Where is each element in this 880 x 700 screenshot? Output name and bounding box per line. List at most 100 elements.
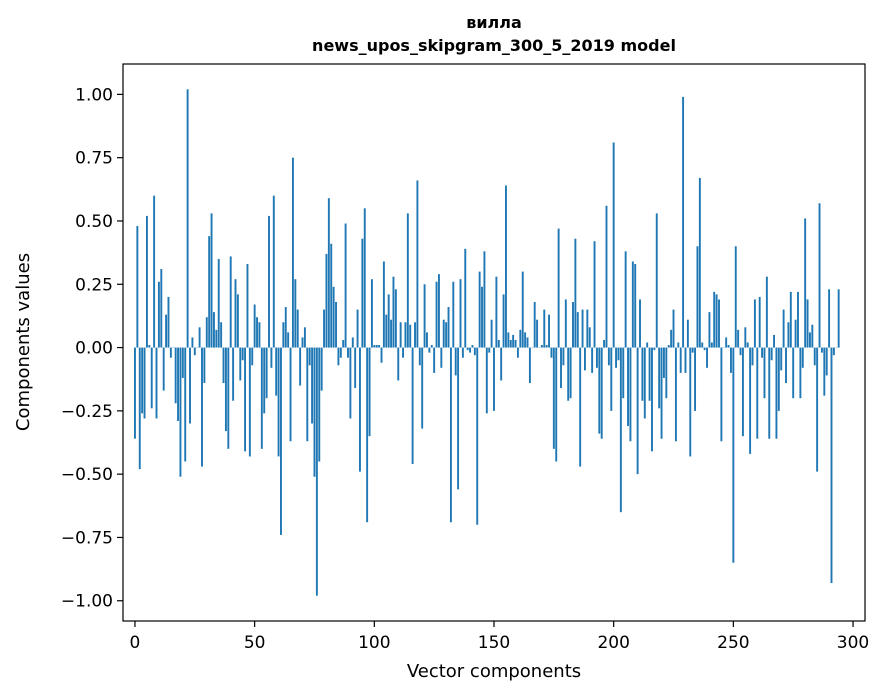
bar-284 xyxy=(814,348,816,366)
bar-144 xyxy=(479,272,481,348)
bar-72 xyxy=(306,348,308,442)
bar-139 xyxy=(467,348,469,351)
bar-259 xyxy=(754,299,756,347)
bar-39 xyxy=(227,348,229,449)
bar-238 xyxy=(704,348,706,351)
y-tick-label: 1.00 xyxy=(75,85,113,105)
bar-40 xyxy=(230,256,232,347)
bar-286 xyxy=(819,203,821,347)
bar-288 xyxy=(823,348,825,396)
bar-109 xyxy=(395,289,397,347)
bar-68 xyxy=(297,310,299,348)
bar-183 xyxy=(572,302,574,348)
bar-88 xyxy=(345,224,347,348)
bar-204 xyxy=(622,348,624,399)
bar-22 xyxy=(187,89,189,347)
bar-103 xyxy=(381,348,383,363)
bar-230 xyxy=(685,348,687,373)
bar-195 xyxy=(601,348,603,439)
bar-217 xyxy=(653,348,655,351)
bar-260 xyxy=(756,348,758,439)
bar-110 xyxy=(397,348,399,381)
x-tick-label: 150 xyxy=(478,633,510,653)
y-tick-label: 0.50 xyxy=(75,212,113,232)
bar-142 xyxy=(474,348,476,356)
bar-162 xyxy=(522,272,524,348)
bar-220 xyxy=(661,348,663,439)
bar-240 xyxy=(708,312,710,347)
bar-95 xyxy=(361,239,363,348)
bar-134 xyxy=(455,348,457,376)
bar-163 xyxy=(524,332,526,347)
bar-190 xyxy=(589,327,591,347)
bar-140 xyxy=(469,348,471,353)
bar-8 xyxy=(153,196,155,348)
bar-277 xyxy=(797,292,799,348)
bar-35 xyxy=(218,259,220,348)
bar-211 xyxy=(639,299,641,347)
bar-273 xyxy=(787,322,789,347)
bar-48 xyxy=(249,348,251,457)
bar-197 xyxy=(606,206,608,348)
bar-198 xyxy=(608,348,610,366)
bar-161 xyxy=(519,330,521,348)
bar-25 xyxy=(194,348,196,356)
bar-82 xyxy=(330,244,332,348)
bar-185 xyxy=(577,312,579,347)
bar-158 xyxy=(512,335,514,348)
bar-74 xyxy=(311,348,313,424)
bar-13 xyxy=(165,315,167,348)
bar-133 xyxy=(452,282,454,348)
bar-282 xyxy=(809,332,811,347)
bar-96 xyxy=(364,208,366,347)
bar-164 xyxy=(527,337,529,347)
bar-55 xyxy=(266,348,268,399)
bar-263 xyxy=(764,348,766,399)
bar-115 xyxy=(409,325,411,348)
bar-64 xyxy=(287,332,289,347)
bar-80 xyxy=(325,254,327,348)
bar-38 xyxy=(225,348,227,432)
bar-278 xyxy=(799,348,801,399)
y-tick-label: −0.25 xyxy=(61,402,113,422)
bar-101 xyxy=(376,345,378,348)
bar-7 xyxy=(151,348,153,409)
x-tick-label: 100 xyxy=(358,633,390,653)
bar-124 xyxy=(431,345,433,348)
x-tick-label: 300 xyxy=(837,633,869,653)
bar-100 xyxy=(373,345,375,348)
bar-172 xyxy=(546,345,548,348)
bar-214 xyxy=(646,343,648,348)
bar-266 xyxy=(771,348,773,361)
bar-155 xyxy=(505,186,507,348)
bar-0 xyxy=(134,348,136,439)
bar-54 xyxy=(263,348,265,414)
bar-252 xyxy=(737,330,739,348)
bar-111 xyxy=(400,322,402,347)
bar-290 xyxy=(828,289,830,347)
bar-203 xyxy=(620,348,622,513)
bar-200 xyxy=(613,142,615,347)
bar-189 xyxy=(586,310,588,348)
bar-81 xyxy=(328,198,330,347)
bar-229 xyxy=(682,97,684,348)
y-axis-label: Components values xyxy=(13,253,34,431)
bar-174 xyxy=(550,348,552,358)
bar-258 xyxy=(752,348,754,366)
bar-19 xyxy=(179,348,181,477)
bar-157 xyxy=(510,340,512,348)
bar-4 xyxy=(144,348,146,419)
bar-237 xyxy=(701,343,703,348)
bar-90 xyxy=(349,348,351,419)
bar-114 xyxy=(407,213,409,347)
bar-67 xyxy=(294,279,296,347)
bar-57 xyxy=(270,348,272,368)
bar-104 xyxy=(383,261,385,347)
bar-113 xyxy=(404,322,406,347)
bar-159 xyxy=(515,340,517,348)
bar-1 xyxy=(136,226,138,348)
bar-120 xyxy=(421,348,423,429)
bar-56 xyxy=(268,216,270,348)
bar-182 xyxy=(570,348,572,399)
